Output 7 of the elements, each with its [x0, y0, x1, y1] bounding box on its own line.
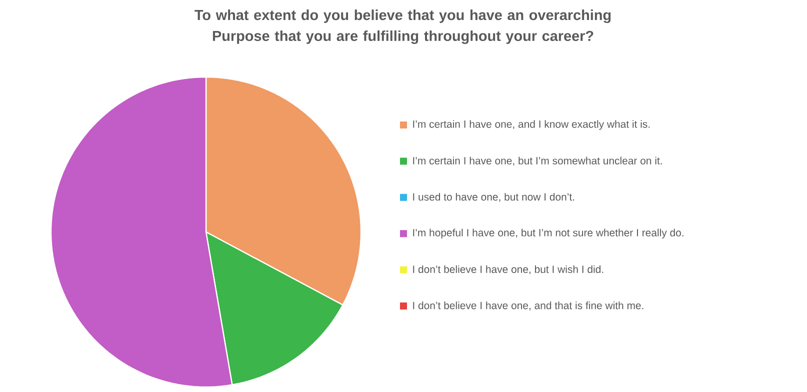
- legend-label: I used to have one, but now I don’t.: [413, 192, 574, 202]
- legend-label: I don’t believe I have one, but I wish I did.: [413, 265, 604, 274]
- legend-label: I’m certain I have one, but I’m somewhat unclear on it.: [413, 156, 662, 166]
- chart-title: To what extent do you believe that you have an overarching Purpose that you are fulfilling throughout your career?: [194, 10, 611, 44]
- legend-label: I’m certain I have one, and I know exactly what it is.: [413, 120, 650, 130]
- legend-label: I’m hopeful I have one, but I’m not sure whether I really do.: [413, 228, 684, 238]
- legend-label: I don’t believe I have one, and that is fine with me.: [413, 302, 644, 310]
